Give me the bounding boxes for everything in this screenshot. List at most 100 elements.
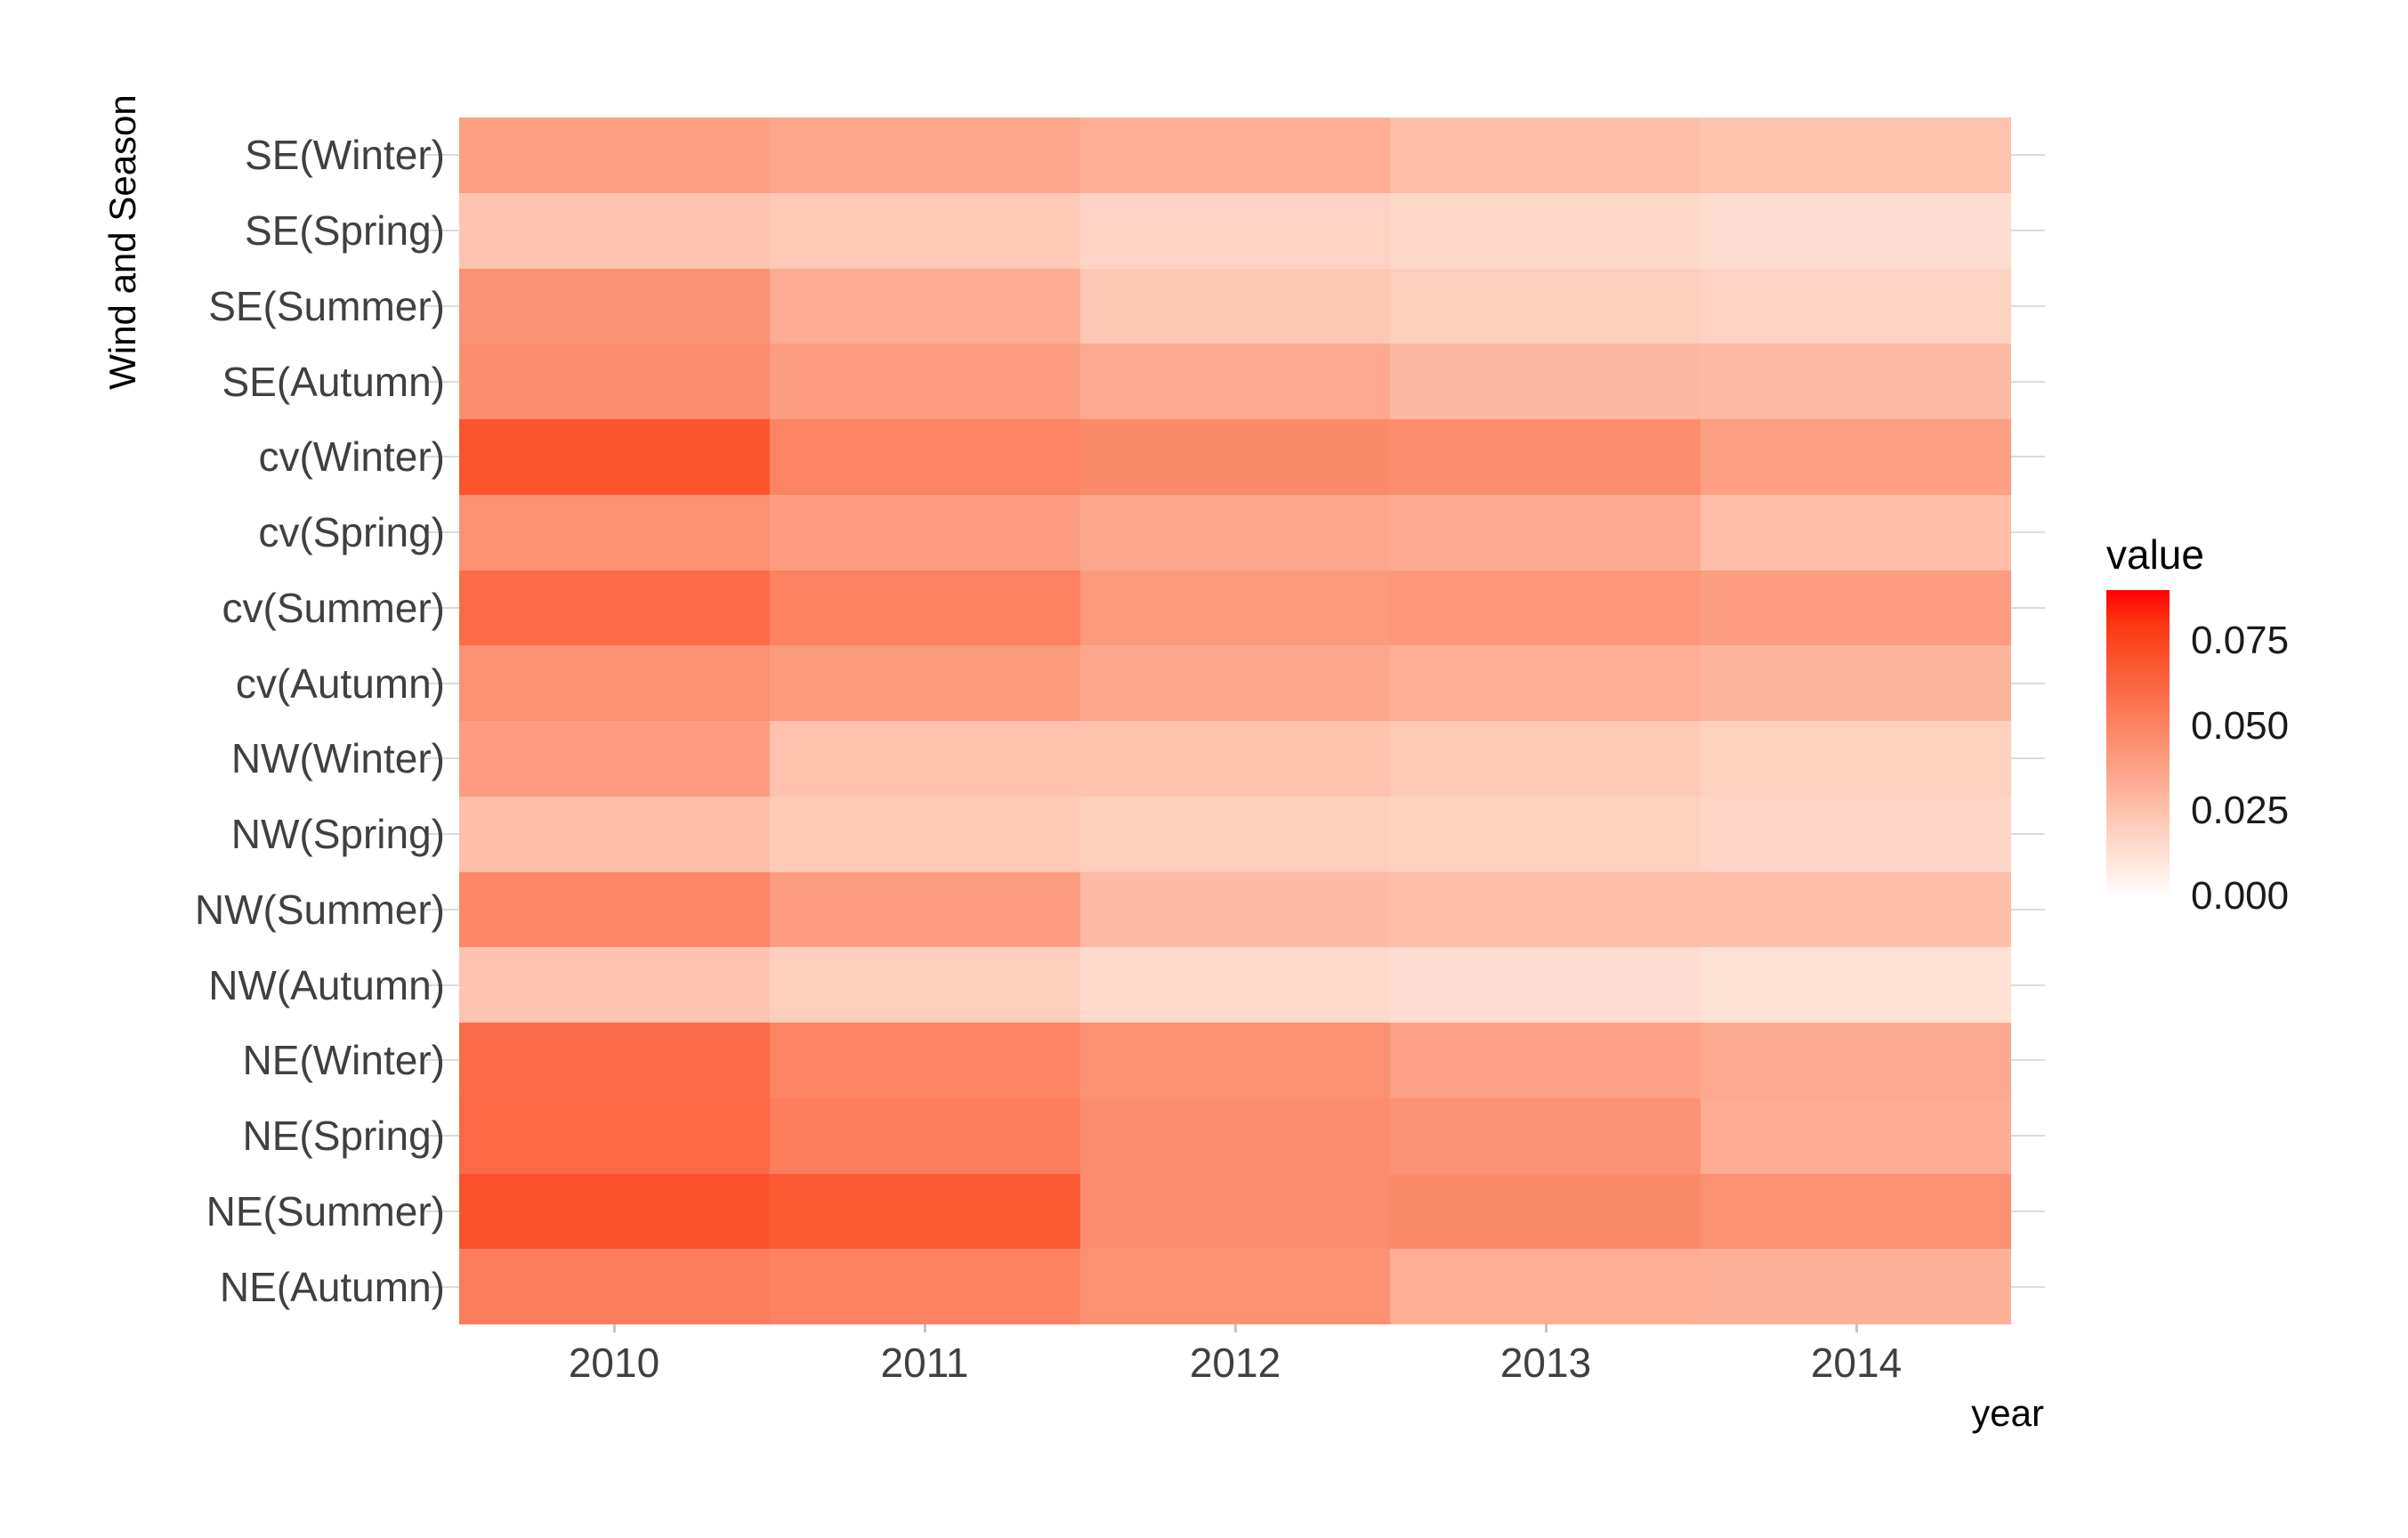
gridline-stub-left: [425, 154, 459, 156]
gridline-stub-left: [425, 683, 459, 684]
heatmap-cell: [1080, 645, 1390, 721]
y-axis-tick-label: NW(Summer): [194, 886, 445, 933]
heatmap-cell: [1390, 117, 1701, 193]
gridline-stub-right: [2011, 305, 2045, 307]
heatmap-cell: [1080, 495, 1390, 571]
heatmap-cell: [1701, 193, 2011, 269]
heatmap-cell: [1080, 1174, 1390, 1249]
gridline-stub-left: [425, 984, 459, 986]
heatmap-cell: [1080, 344, 1390, 419]
gridline-stub-right: [2011, 909, 2045, 911]
heatmap-cell: [770, 193, 1080, 269]
y-axis-tick-label: SE(Winter): [245, 132, 445, 178]
heatmap-cell: [1080, 797, 1390, 872]
gridline-stub-left: [425, 607, 459, 609]
heatmap-cell: [459, 1249, 770, 1324]
heatmap-cell: [770, 571, 1080, 645]
heatmap-cell: [459, 947, 770, 1023]
x-axis-tick-label: 2012: [1189, 1340, 1281, 1386]
gridline-stub-left: [425, 381, 459, 383]
y-axis-tick-label: SE(Autumn): [222, 359, 445, 405]
heatmap-cell: [459, 645, 770, 721]
heatmap-cell: [459, 1174, 770, 1249]
gridline-stub-right: [2011, 456, 2045, 457]
y-axis-tick-label: NE(Winter): [242, 1037, 445, 1083]
legend-tick-label: 0.025: [2191, 789, 2290, 832]
heatmap-cell: [1390, 721, 1701, 797]
x-axis-tick-label: 2011: [880, 1340, 969, 1386]
gridline-stub-left: [425, 1210, 459, 1212]
gridline-stub-left: [425, 833, 459, 835]
heatmap-cell: [1701, 495, 2011, 571]
y-axis-tick-label: NE(Autumn): [219, 1264, 445, 1310]
heatmap-cell: [1390, 872, 1701, 947]
heatmap-cell: [1390, 797, 1701, 872]
heatmap-cell: [1390, 1098, 1701, 1174]
legend-tick-label: 0.000: [2191, 874, 2290, 918]
gridline-stub-right: [2011, 833, 2045, 835]
heatmap-cell: [1390, 269, 1701, 344]
y-axis-tick-label: NW(Spring): [230, 811, 445, 857]
heatmap-cell: [459, 117, 770, 193]
x-axis-tick-label: 2010: [568, 1340, 660, 1386]
heatmap-cell: [1701, 1249, 2011, 1324]
heatmap-cell: [1390, 419, 1701, 495]
x-axis-tick-label: 2013: [1499, 1340, 1592, 1386]
heatmap-cell: [1390, 571, 1701, 645]
heatmap-cell: [1080, 117, 1390, 193]
y-axis-tick-label: NW(Autumn): [208, 962, 445, 1008]
gridline-stub-right: [2011, 1210, 2045, 1212]
heatmap-cell: [1390, 1249, 1701, 1324]
heatmap-cell: [1390, 645, 1701, 721]
heatmap-cell: [1390, 1023, 1701, 1098]
heatmap-cell: [1390, 1174, 1701, 1249]
y-axis-tick-label: cv(Summer): [222, 585, 445, 631]
y-axis-tick-label: SE(Summer): [208, 283, 445, 329]
gridline-stub-left: [425, 1135, 459, 1137]
heatmap-cell: [770, 797, 1080, 872]
heatmap-cell: [770, 1098, 1080, 1174]
heatmap-cell: [1080, 419, 1390, 495]
heatmap-cell: [1701, 344, 2011, 419]
y-axis-tick-label: cv(Winter): [258, 433, 445, 480]
heatmap-cell: [1080, 571, 1390, 645]
heatmap-cell: [1080, 1098, 1390, 1174]
heatmap-cell: [1080, 1023, 1390, 1098]
gridline-stub-right: [2011, 531, 2045, 533]
gridline-stub-right: [2011, 607, 2045, 609]
heatmap-cell: [1390, 193, 1701, 269]
heatmap-cell: [1701, 721, 2011, 797]
x-axis-tick-label: 2014: [1810, 1340, 1903, 1386]
heatmap-cell: [459, 721, 770, 797]
gridline-stub-right: [2011, 984, 2045, 986]
gridline-stub-right: [2011, 1135, 2045, 1137]
heatmap-cell: [1701, 1174, 2011, 1249]
gridline-stub-right: [2011, 381, 2045, 383]
y-axis-tick-label: NE(Spring): [242, 1113, 445, 1159]
y-axis-tick-label: cv(Autumn): [235, 660, 445, 707]
heatmap-cell: [770, 495, 1080, 571]
gridline-stub-left: [425, 1286, 459, 1288]
heatmap-cell: [1080, 872, 1390, 947]
gridline-stub-left: [425, 757, 459, 759]
heatmap-cell: [1701, 947, 2011, 1023]
gridline-stub-left: [425, 531, 459, 533]
gridline-stub-right: [2011, 1286, 2045, 1288]
heatmap-cell: [1701, 1098, 2011, 1174]
y-axis-tick-label: NW(Winter): [230, 735, 445, 781]
heatmap-cell: [459, 872, 770, 947]
legend-colorbar: [2106, 590, 2170, 896]
heatmap-cell: [1701, 269, 2011, 344]
heatmap-cell: [1701, 571, 2011, 645]
heatmap-cell: [459, 269, 770, 344]
gridline-stub-left: [425, 230, 459, 231]
heatmap-cell: [1701, 645, 2011, 721]
heatmap-cell: [1701, 797, 2011, 872]
heatmap-cell: [770, 269, 1080, 344]
x-axis-tick: [1234, 1324, 1237, 1332]
legend-tick-label: 0.050: [2191, 704, 2290, 748]
legend-title: value: [2106, 531, 2204, 578]
heatmap-cell: [459, 495, 770, 571]
heatmap-cell: [1080, 947, 1390, 1023]
